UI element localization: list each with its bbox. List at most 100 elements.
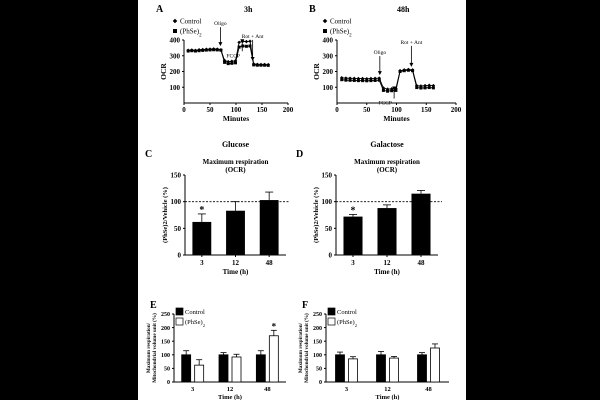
panel-b-xlabel: Minutes	[383, 114, 409, 123]
panel-b-point-1	[365, 79, 369, 83]
panel-c-bar-3	[192, 221, 212, 255]
panel-a-xtick-label: 150	[257, 106, 268, 114]
panel-b-legend-phse2-label: (PhSe)2	[330, 28, 352, 39]
panel-b-point-1	[381, 88, 385, 92]
panel-b-xtick-label: 100	[391, 106, 402, 114]
panel-c-ytick-label: 0	[178, 252, 182, 260]
panel-c-xlabel: Time (h)	[223, 268, 249, 276]
panel-f-xlabel: Time (h)	[376, 394, 400, 400]
panel-b-ytick-label: 400	[323, 37, 334, 45]
panel-a-fccp-arrow-head	[240, 39, 245, 44]
panel-a-point-1	[233, 61, 237, 65]
panel-b-fccp-label: FCCP	[378, 101, 391, 107]
panel-a-point-1	[190, 49, 194, 53]
panel-b-oligo-label: Oligo	[374, 50, 387, 56]
panel-e-bar-control-12	[218, 354, 229, 383]
panel-a-oligo-arrow-head	[218, 42, 223, 47]
panel-c-xtick-label: 12	[232, 259, 240, 267]
panel-a-point-1	[193, 49, 197, 53]
panel-f-letter: F	[302, 300, 308, 311]
panel-e-ytick-label: 200	[161, 326, 170, 332]
panel-d-significance: *	[351, 205, 356, 216]
panel-e-ytick-label: 250	[161, 312, 170, 318]
panel-f-ytick-label: 0	[319, 380, 322, 386]
panel-b-point-1	[427, 86, 431, 90]
panel-c-ytick-label: 100	[171, 198, 182, 206]
panel-f-legend-phse2-label: (PhSe)2	[337, 319, 357, 328]
panel-b-point-1	[390, 89, 394, 93]
panel-a-xtick-label: 100	[231, 106, 242, 114]
panel-b-point-0	[369, 76, 373, 81]
panel-a-point-0	[244, 39, 249, 44]
panel-c-ylabel: (PhSe)2/Vehicle (%)	[162, 187, 169, 243]
figure-canvas: 100 200 300 400 0 50 100 150 200 Minutes OCR A 3h Oli…	[138, 0, 466, 400]
panel-f-ytick-label: 150	[313, 339, 322, 345]
panel-e-xtick-label: 48	[264, 386, 271, 393]
panel-b-point-1	[386, 89, 390, 93]
panel-a-point-1	[212, 48, 216, 52]
panel-d-bar-12	[377, 208, 397, 255]
panel-b-rotant-arrow-head	[409, 62, 414, 67]
panel-d-xlabel: Time (h)	[374, 268, 400, 276]
panel-a-ytick-label: 400	[170, 37, 181, 45]
panel-b-ylabel: OCR	[312, 63, 321, 80]
panel-b-point-1	[406, 68, 410, 72]
panel-f-xtick-label: 48	[425, 386, 432, 393]
panel-c-significance: *	[199, 205, 204, 216]
panel-c-bar-12	[226, 210, 245, 255]
panel-b-point-1	[377, 78, 381, 82]
panel-c-title: Maximum respiration	[203, 158, 269, 166]
panel-b-point-1	[423, 86, 427, 90]
panel-a-xtick-label: 50	[207, 106, 215, 114]
panel-f-ytick-label: 50	[316, 367, 322, 373]
panel-b-legend-phse2-label-subscript: 2	[349, 33, 352, 38]
panel-a-point-1	[201, 48, 205, 52]
panel-d-bar-48	[411, 193, 431, 255]
panel-b-point-1	[419, 86, 423, 90]
panel-a-point-1	[219, 48, 223, 52]
panel-e-bar-control-48	[255, 354, 266, 383]
panel-b-legend-control-marker	[322, 18, 328, 24]
panel-e-ytick-label: 50	[164, 367, 170, 373]
panel-a-point-0	[248, 39, 252, 44]
panel-a-point-1	[259, 63, 263, 67]
panel-e-bar-phse2-48	[268, 335, 279, 383]
panel-f-ytick-label: 250	[313, 312, 322, 318]
panel-a-point-1	[208, 48, 212, 52]
panel-e-bar-phse2-12	[231, 356, 242, 383]
panel-a-ytick-label: 300	[170, 52, 181, 60]
panel-b-point-1	[369, 79, 373, 83]
panel-b-point-1	[344, 78, 348, 82]
panel-b-xtick-label: 200	[451, 106, 462, 114]
panel-a-point-1	[237, 45, 241, 49]
panel-f-bar-control-12	[376, 354, 386, 383]
panel-f-bar-phse2-12	[389, 357, 399, 383]
panel-a-xtick-label: 0	[182, 106, 186, 114]
panel-b-legend-control-label: Control	[330, 18, 351, 26]
panel-a-legend-phse2-label-subscript: 2	[199, 33, 202, 38]
panel-f-legend-control-swatch	[327, 307, 336, 316]
panel-d-xtick-label: 3	[351, 259, 355, 267]
panel-a-fccp-label: FCCP	[227, 53, 240, 59]
panel-c-ytick-label: 50	[174, 225, 182, 233]
panel-a-letter: A	[156, 4, 164, 15]
panel-a-point-0	[226, 59, 230, 64]
panel-e-significance: *	[272, 321, 277, 331]
panel-b-xtick-label: 50	[363, 106, 371, 114]
panel-e-letter: E	[150, 300, 157, 311]
panel-b-point-1	[340, 78, 344, 82]
panel-d-subtitle: (OCR)	[377, 166, 398, 174]
panel-b-legend-phse2-marker	[323, 29, 327, 33]
panel-c-subtitle: (OCR)	[225, 166, 246, 174]
panel-d-xtick-label: 48	[418, 259, 426, 267]
panel-b-point-0	[381, 86, 386, 90]
panel-c-xtick-label: 3	[200, 259, 204, 267]
panel-b-rotant-label: Rot + Ant	[401, 40, 423, 46]
panel-a-legend-phse2-label: (PhSe)2	[180, 28, 202, 39]
panel-b-point-0	[373, 76, 377, 81]
panel-f-xtick-label: 3	[345, 386, 349, 393]
panel-d-ytick-label: 0	[329, 252, 333, 260]
panel-f-ytick-label: 100	[313, 353, 322, 359]
panel-e-xlabel: Time (h)	[218, 394, 242, 400]
panel-a-point-1	[186, 49, 190, 53]
